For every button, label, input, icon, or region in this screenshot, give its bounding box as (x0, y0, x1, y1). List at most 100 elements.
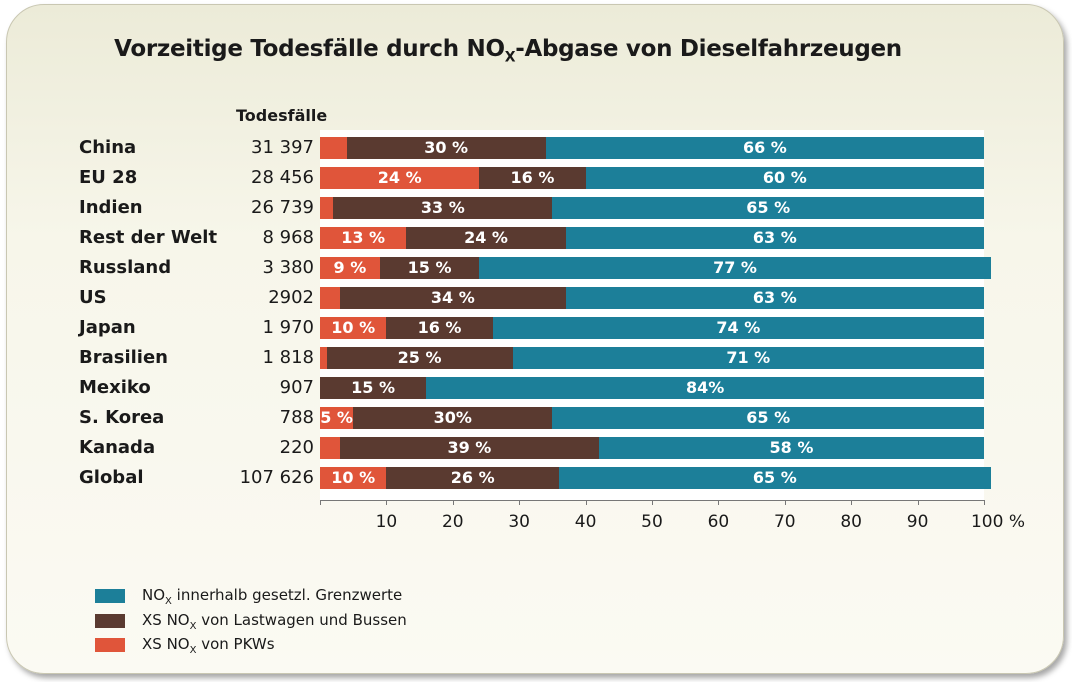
bar-lkw-rest-der-welt (406, 227, 566, 249)
bar-lkw-japan (386, 317, 493, 339)
bar-lkw-russland (379, 257, 480, 279)
x-tick-label: 10 (375, 512, 398, 532)
x-tick-label: 90 (906, 512, 929, 532)
x-tick-mark (718, 500, 720, 505)
legend-label-pkw: XS NOX von PKWs (142, 635, 275, 656)
death-count-japan: 1 970 (262, 317, 314, 338)
chart-title: Vorzeitige Todesfälle durch NOX-Abgase v… (114, 36, 902, 66)
category-label-mexiko: Mexiko (79, 377, 151, 398)
category-label-brasilien: Brasilien (79, 347, 168, 368)
x-tick-label: 40 (574, 512, 597, 532)
bar-within-brasilien (512, 347, 984, 369)
bar-pkw-rest-der-welt (320, 227, 407, 249)
bar-pkw-global (320, 467, 387, 489)
x-tick-label: 60 (707, 512, 730, 532)
bar-pkw-japan (320, 317, 387, 339)
bar-lkw-eu-28 (479, 167, 586, 189)
data-label-pkw-japan: 10 % (331, 318, 376, 337)
data-label-within-indien: 65 % (746, 198, 791, 217)
legend-label-within: NOX innerhalb gesetzl. Grenzwerte (142, 586, 403, 607)
x-tick-mark (585, 500, 587, 505)
count-column-header: Todesfälle (236, 106, 328, 125)
data-label-within-russland: 77 % (713, 258, 757, 277)
data-label-lkw-eu-28: 16 % (510, 168, 555, 187)
category-label-russland: Russland (79, 257, 172, 278)
category-label-rest-der-welt: Rest der Welt (79, 227, 218, 248)
x-tick-mark (917, 500, 919, 505)
x-tick-label: 100 % (970, 512, 1026, 532)
data-label-within-kanada: 58 % (769, 438, 814, 457)
data-label-lkw-china: 30 % (424, 138, 469, 157)
death-count-russland: 3 380 (262, 257, 314, 278)
data-label-within-s-korea: 65 % (746, 408, 791, 427)
death-count-brasilien: 1 818 (262, 347, 314, 368)
bar-lkw-kanada (339, 437, 599, 459)
x-tick-mark (452, 500, 454, 505)
data-label-within-japan: 74 % (716, 318, 761, 337)
bar-lkw-brasilien (326, 347, 513, 369)
data-label-within-brasilien: 71 % (726, 348, 771, 367)
category-label-s-korea: S. Korea (79, 407, 165, 428)
bar-lkw-china (346, 137, 546, 159)
category-label-kanada: Kanada (79, 437, 156, 458)
bar-pkw-kanada (320, 437, 340, 459)
x-tick-label: 50 (641, 512, 663, 532)
legend-label-lkw: XS NOX von Lastwagen und Bussen (142, 611, 407, 632)
bar-within-s-korea (552, 407, 984, 429)
bar-lkw-us (339, 287, 566, 309)
bar-within-eu-28 (585, 167, 984, 189)
data-label-lkw-global: 26 % (450, 468, 495, 487)
bar-within-indien (552, 197, 984, 219)
bar-pkw-s-korea (320, 407, 354, 429)
data-label-lkw-mexiko: 15 % (351, 378, 396, 397)
data-label-lkw-russland: 15 % (407, 258, 452, 277)
x-tick-mark (652, 500, 653, 505)
data-label-lkw-brasilien: 25 % (397, 348, 442, 367)
data-label-within-rest-der-welt: 63 % (752, 228, 797, 247)
bar-within-us (565, 287, 984, 309)
legend-swatch-lkw (95, 614, 125, 628)
data-label-pkw-rest-der-welt: 13 % (341, 228, 386, 247)
bar-lkw-indien (333, 197, 553, 219)
legend-swatch-within (95, 589, 125, 603)
x-tick-mark (519, 500, 521, 505)
bar-within-japan (492, 317, 984, 339)
category-label-us: US (79, 287, 107, 308)
death-count-kanada: 220 (279, 437, 314, 458)
x-tick-mark (386, 500, 388, 505)
death-count-s-korea: 788 (279, 407, 314, 428)
bar-pkw-us (320, 287, 340, 309)
x-tick-mark (851, 500, 853, 505)
category-label-global: Global (79, 467, 144, 488)
data-label-lkw-japan: 16 % (417, 318, 462, 337)
data-label-lkw-s-korea: 30% (433, 408, 472, 427)
data-label-pkw-russland: 9 % (333, 258, 367, 277)
bar-pkw-russland (320, 257, 380, 279)
death-count-china: 31 397 (251, 137, 314, 158)
x-tick-label: 20 (441, 512, 464, 532)
x-tick-mark (784, 500, 786, 505)
data-label-lkw-kanada: 39 % (447, 438, 492, 457)
bar-plot-area: 30 % 66 % 24 % 16 % 60 % 33 % 65 % 13 % 24 % 63 %… (320, 130, 991, 500)
death-count-us: 2902 (268, 287, 314, 308)
death-count-indien: 26 739 (251, 197, 314, 218)
data-label-within-mexiko: 84% (685, 378, 725, 397)
category-label-japan: Japan (79, 317, 136, 338)
data-label-pkw-eu-28: 24 % (377, 168, 422, 187)
bar-pkw-china (320, 137, 347, 159)
death-count-rest-der-welt: 8 968 (262, 227, 314, 248)
death-count-eu-28: 28 456 (251, 167, 314, 188)
x-tick-label: 30 (508, 512, 531, 532)
category-label-china: China (79, 137, 137, 158)
bar-within-mexiko (426, 377, 984, 399)
data-label-lkw-rest-der-welt: 24 % (464, 228, 508, 247)
data-label-lkw-us: 34 % (430, 288, 475, 307)
bar-within-china (545, 137, 984, 159)
data-label-within-eu-28: 60 % (762, 168, 807, 187)
bar-pkw-brasilien (320, 347, 327, 369)
bar-within-global (559, 467, 991, 489)
category-label-indien: Indien (79, 197, 143, 218)
bar-pkw-indien (320, 197, 334, 219)
x-tick-label: 80 (840, 512, 863, 532)
x-tick-mark (984, 500, 985, 505)
